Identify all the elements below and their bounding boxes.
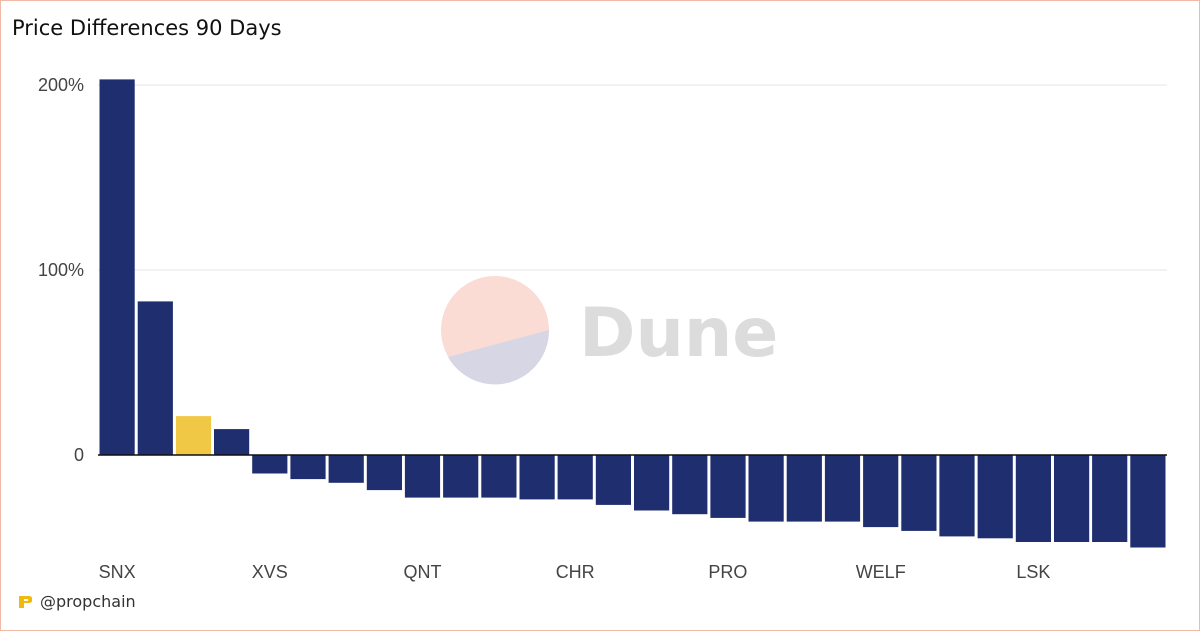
footer-handle: @propchain (40, 592, 136, 611)
bar[interactable] (175, 416, 212, 455)
bar[interactable] (443, 455, 479, 498)
bar[interactable] (863, 455, 899, 528)
bar[interactable] (824, 455, 861, 522)
footer: @propchain (18, 592, 136, 611)
bar[interactable] (557, 455, 593, 500)
y-tick-label: 0 (74, 445, 84, 465)
x-tick-label: CHR (556, 562, 595, 582)
x-tick-label: WELF (856, 562, 906, 582)
y-tick-label: 200% (38, 75, 84, 95)
bar[interactable] (1092, 455, 1128, 542)
bar[interactable] (939, 455, 975, 537)
y-tick-label: 100% (38, 260, 84, 280)
bar[interactable] (214, 429, 250, 455)
bar[interactable] (252, 455, 288, 474)
bar[interactable] (1015, 455, 1051, 542)
dune-logo-icon (441, 276, 550, 385)
bar[interactable] (519, 455, 555, 500)
bar[interactable] (710, 455, 746, 518)
bar[interactable] (1130, 455, 1166, 548)
bar[interactable] (481, 455, 517, 498)
bar[interactable] (595, 455, 631, 505)
bar[interactable] (1054, 455, 1090, 542)
x-tick-label: XVS (252, 562, 288, 582)
bar[interactable] (328, 455, 364, 483)
bar[interactable] (901, 455, 937, 531)
bar[interactable] (634, 455, 670, 511)
bar[interactable] (977, 455, 1013, 539)
chart-title: Price Differences 90 Days (12, 16, 282, 40)
x-tick-label: QNT (404, 562, 442, 582)
bar[interactable] (99, 79, 135, 456)
dune-watermark: Dune (441, 276, 778, 385)
bar[interactable] (404, 455, 441, 498)
bar[interactable] (290, 455, 326, 480)
bar[interactable] (672, 455, 708, 515)
bar[interactable] (748, 455, 784, 522)
bar[interactable] (366, 455, 402, 491)
x-tick-label: SNX (99, 562, 136, 582)
x-tick-label: LSK (1016, 562, 1050, 582)
bar[interactable] (137, 301, 173, 455)
x-tick-label: PRO (708, 562, 747, 582)
bar[interactable] (786, 455, 822, 522)
watermark-text: Dune (579, 294, 778, 373)
propchain-logo-icon (19, 595, 32, 608)
